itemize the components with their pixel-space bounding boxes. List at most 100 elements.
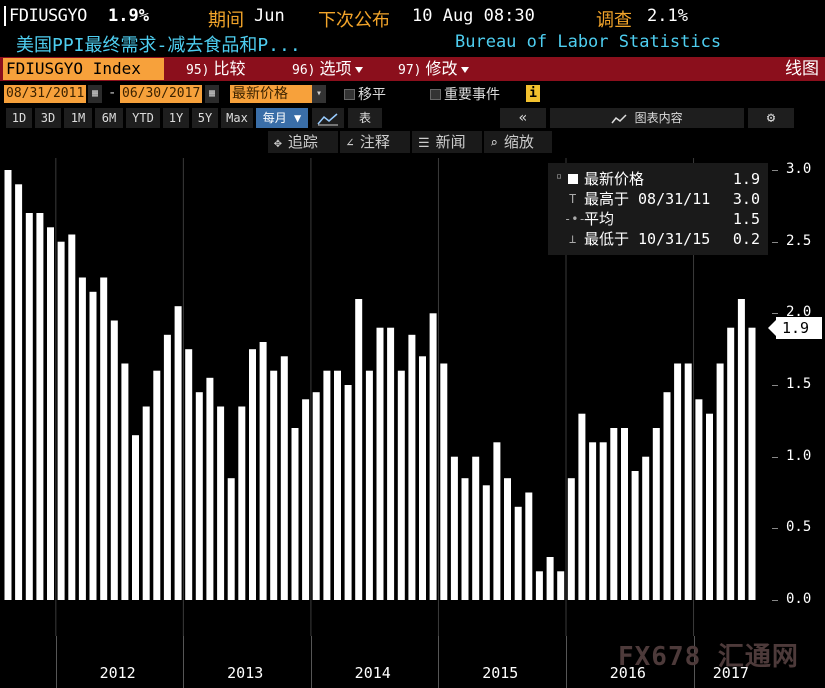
legend-high-value: 3.0: [732, 190, 760, 208]
info-icon[interactable]: i: [526, 85, 540, 102]
price-field-select[interactable]: 最新价格: [230, 85, 312, 103]
bar: [504, 478, 511, 600]
y-tick-label: 1.0: [786, 447, 812, 464]
events-checkbox[interactable]: [430, 89, 441, 100]
bar: [642, 456, 650, 600]
events-label: 重要事件: [444, 87, 500, 103]
start-date-field[interactable]: 08/31/2011: [4, 85, 86, 103]
period-max-button[interactable]: Max: [221, 108, 253, 128]
y-tick-label: 0.5: [786, 519, 812, 536]
options-label: 选项: [319, 59, 352, 78]
period-3d-button[interactable]: 3D: [35, 108, 61, 128]
bar: [376, 327, 384, 600]
period-value: Jun: [254, 6, 285, 26]
ticker-label: FDIUSGYO: [4, 6, 87, 26]
frequency-select[interactable]: 每月 ▼: [256, 108, 308, 128]
calendar-icon[interactable]: ▦: [88, 85, 102, 103]
bar: [674, 363, 682, 600]
bar: [25, 213, 33, 600]
bar: [227, 478, 235, 600]
bar: [610, 428, 618, 600]
bar: [280, 356, 288, 600]
pin-icon: ▫: [556, 171, 563, 182]
average-marker-icon: -•-: [564, 212, 586, 226]
compare-number: 95): [186, 63, 210, 78]
bar: [748, 327, 756, 600]
zoom-tool[interactable]: ⌕ 缩放: [484, 131, 552, 153]
x-tick-label: 2017: [712, 664, 749, 682]
period-6m-button[interactable]: 6M: [95, 108, 123, 128]
collapse-icon[interactable]: «: [500, 108, 546, 128]
x-year-separator: [183, 636, 185, 688]
bar: [217, 406, 225, 600]
period-1m-button[interactable]: 1M: [64, 108, 92, 128]
bar: [302, 399, 310, 600]
chart-content-button[interactable]: 图表内容: [550, 108, 744, 128]
y-axis: 0.0 0.5 1.0 1.5 2.0 2.5 3.0: [772, 158, 825, 636]
period-1d-button[interactable]: 1D: [6, 108, 32, 128]
edit-menu[interactable]: 97) 修改: [398, 57, 469, 81]
bar: [557, 571, 565, 600]
bar: [737, 299, 745, 600]
range-bar: 08/31/2011 ▦ - 06/30/2017 ▦ 最新价格 ▾ 移平 重要…: [0, 84, 825, 104]
pencil-icon: ∠: [346, 136, 354, 151]
calendar-icon[interactable]: ▦: [205, 85, 219, 103]
end-date-field[interactable]: 06/30/2017: [120, 85, 202, 103]
chart-tools-bar: ✥ 追踪 ∠ 注释 ☰ 新闻 ⌕ 缩放: [0, 131, 825, 155]
bar: [132, 435, 139, 600]
edit-number: 97): [398, 63, 422, 78]
bar: [482, 485, 490, 600]
shift-checkbox[interactable]: [344, 89, 355, 100]
series-description: 美国PPI最终需求-减去食品和P...: [16, 35, 301, 56]
shift-label: 移平: [358, 87, 386, 103]
bar: [365, 370, 373, 600]
period-5y-button[interactable]: 5Y: [192, 108, 218, 128]
last-value-tag: 1.9: [768, 317, 822, 339]
news-tool[interactable]: ☰ 新闻: [412, 131, 482, 153]
x-year-separator: [310, 636, 312, 688]
table-view-button[interactable]: 表: [348, 108, 382, 128]
command-bar: FDIUSGYO Index 95) 比较 96) 选项 97) 修改 线图: [0, 57, 825, 81]
chevron-down-icon[interactable]: ▾: [312, 85, 326, 103]
legend-high-label: 最高于 08/31/11: [584, 190, 711, 208]
x-year-separator: [693, 636, 695, 688]
options-menu[interactable]: 96) 选项: [292, 57, 363, 81]
bar: [472, 456, 480, 600]
bar: [631, 471, 639, 600]
compare-menu[interactable]: 95) 比较: [186, 57, 246, 81]
period-label: 期间: [208, 10, 244, 31]
watermark: FX678 汇通网: [618, 642, 799, 672]
x-year-separator: [566, 636, 567, 688]
bar: [121, 363, 129, 600]
bar: [57, 241, 65, 600]
annotate-tool[interactable]: ∠ 注释: [340, 131, 410, 153]
bar: [15, 184, 23, 601]
bar: [78, 277, 86, 600]
track-tool[interactable]: ✥ 追踪: [268, 131, 338, 153]
bar: [323, 370, 331, 600]
legend-high-row: T 最高于 08/31/11 3.0: [548, 189, 768, 209]
period-ytd-button[interactable]: YTD: [126, 108, 160, 128]
survey-label: 调查: [596, 10, 632, 31]
chevron-down-icon: [460, 66, 469, 73]
date-separator: -: [108, 85, 117, 101]
bar: [163, 334, 171, 600]
chart-content-icon: [611, 113, 627, 123]
bar: [206, 377, 214, 600]
gear-icon[interactable]: ⚙: [748, 108, 794, 128]
bar: [334, 370, 341, 600]
legend-last-value: 1.9: [732, 170, 760, 188]
chart-type-label[interactable]: 线图: [785, 59, 819, 79]
chart-content-label: 图表内容: [634, 111, 683, 125]
bar: [4, 170, 12, 600]
period-1y-button[interactable]: 1Y: [163, 108, 189, 128]
index-field[interactable]: FDIUSGYO Index: [3, 58, 164, 80]
y-tick-mark: [772, 528, 778, 530]
bar: [185, 349, 193, 600]
legend: ▫ 最新价格 1.9 T 最高于 08/31/11 3.0 -•- 平均 1.5…: [548, 163, 768, 255]
zoom-label: 缩放: [503, 133, 534, 151]
description-row: 美国PPI最终需求-减去食品和P... Bureau of Labor Stat…: [0, 30, 825, 56]
bar: [47, 227, 54, 601]
line-chart-icon[interactable]: [312, 108, 344, 128]
bar: [355, 299, 363, 600]
